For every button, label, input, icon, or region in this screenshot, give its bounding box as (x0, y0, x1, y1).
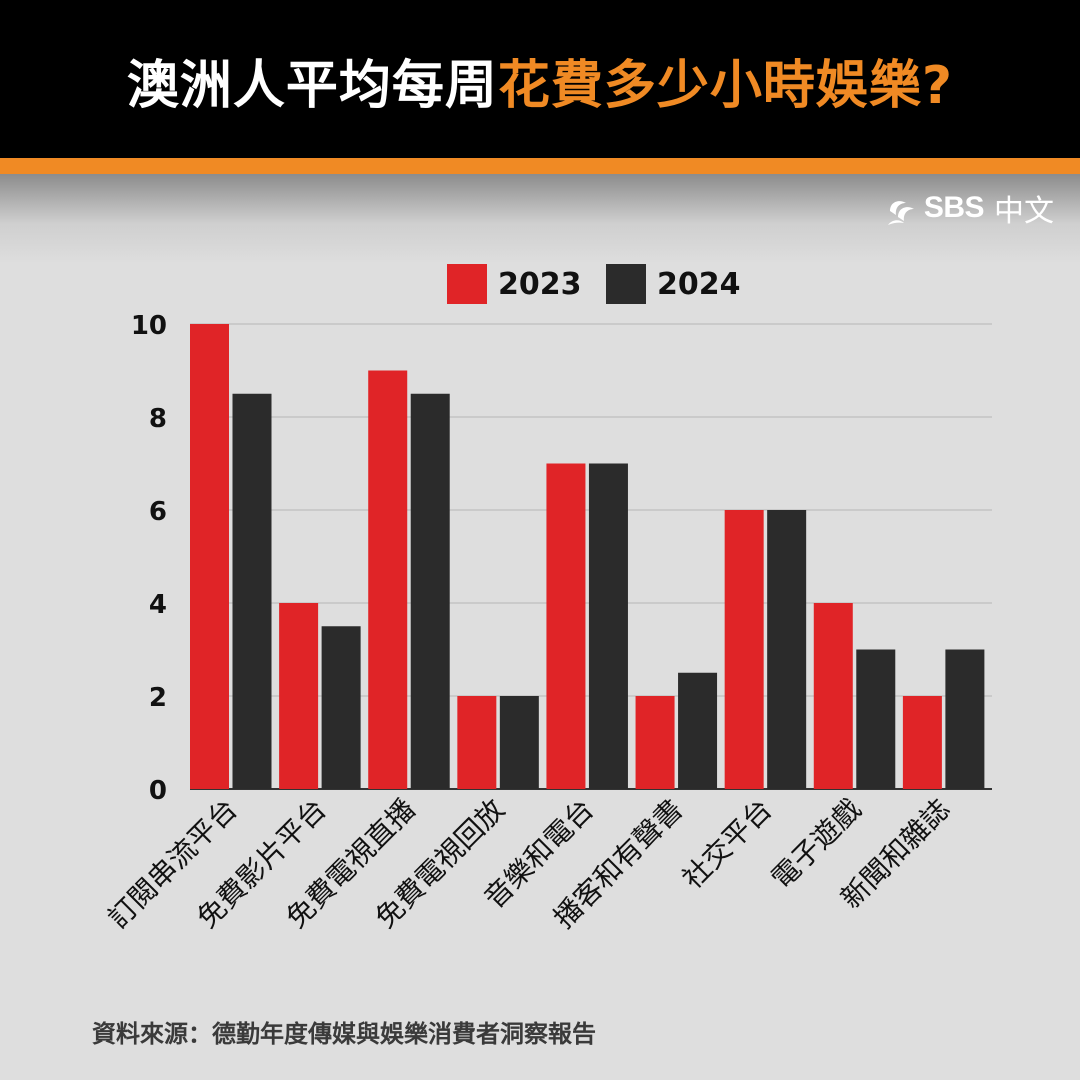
y-tick-label: 2 (149, 683, 167, 713)
bar-2023 (902, 696, 942, 789)
bar-2024 (856, 649, 896, 789)
sbs-logo-chinese: 中文 (994, 195, 1054, 228)
sbs-logo: SBS 中文 (886, 188, 1054, 228)
bar-2024 (499, 696, 539, 789)
x-tick-label: 社交平台 (676, 793, 779, 896)
page-title: 澳洲人平均每周 花費多少小時娛樂? (0, 0, 1080, 160)
source-note: 資料來源：德勤年度傳媒與娛樂消費者洞察報告 (92, 1020, 596, 1048)
bar-2023 (724, 510, 764, 789)
header-orange-stripe (0, 158, 1080, 174)
bar-2024 (232, 393, 272, 789)
y-tick-label: 10 (131, 311, 167, 341)
bar-2024 (945, 649, 985, 789)
title-orange-part: 花費多少小時娛樂? (497, 55, 954, 116)
bar-2023 (279, 603, 319, 789)
bar-2024 (321, 626, 361, 789)
header-shadow (0, 174, 1080, 264)
bar-2024 (588, 463, 628, 789)
bar-2023 (457, 696, 497, 789)
legend-swatch-2024 (606, 264, 646, 304)
sbs-logo-text: SBS (923, 191, 985, 224)
y-tick-label: 0 (149, 776, 167, 806)
bar-2023 (635, 696, 675, 789)
bar-2023 (190, 324, 229, 789)
bar-2023 (368, 370, 408, 789)
y-tick-label: 4 (149, 590, 167, 620)
bar-2024 (767, 510, 807, 789)
legend-label-2024: 2024 (657, 267, 741, 302)
header-bar (0, 0, 1080, 160)
sbs-mark-icon (887, 201, 914, 225)
y-tick-label: 6 (149, 497, 167, 527)
bar-2024 (410, 393, 450, 789)
legend-label-2023: 2023 (498, 267, 582, 302)
legend-swatch-2023 (447, 264, 487, 304)
title-white-part: 澳洲人平均每周 (126, 55, 498, 116)
bar-2023 (813, 603, 853, 789)
bar-2024 (678, 672, 718, 789)
bar-2023 (546, 463, 586, 789)
y-tick-label: 8 (149, 404, 167, 434)
